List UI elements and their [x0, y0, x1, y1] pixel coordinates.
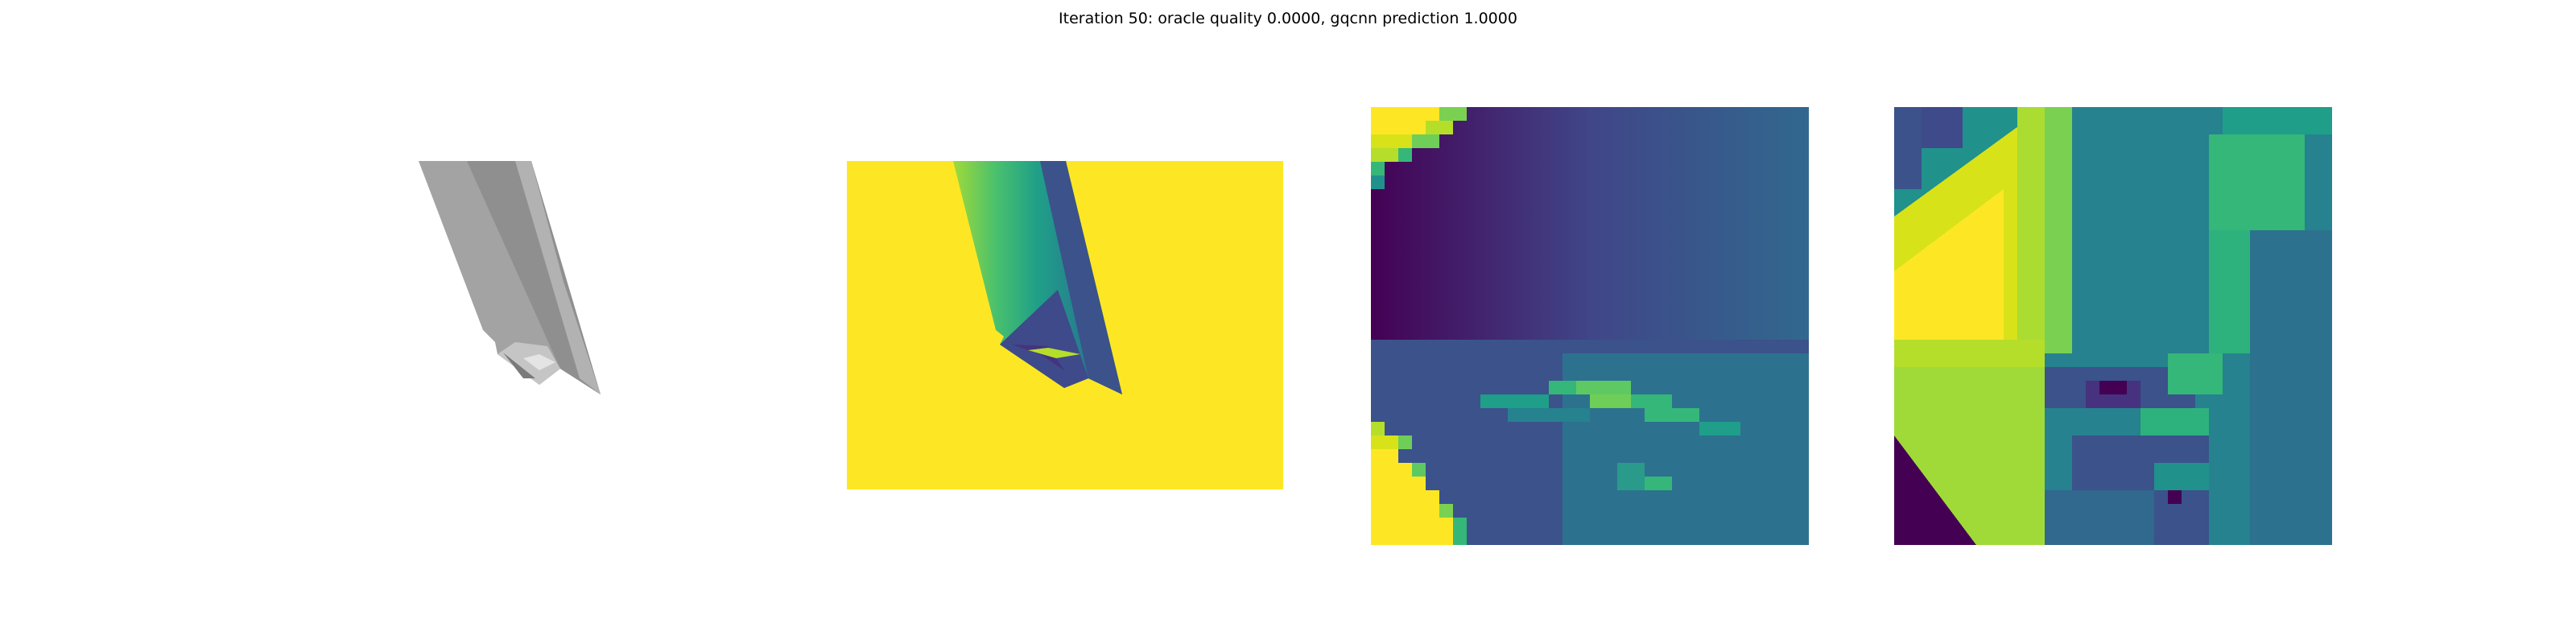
- feature-crop-panel: [1894, 107, 2332, 545]
- depth-image-panel: [847, 161, 1283, 489]
- feature-crop-image: [1894, 107, 2332, 545]
- rendered-object-image: [419, 161, 601, 394]
- depth-image: [847, 161, 1283, 489]
- figure-title: Iteration 50: oracle quality 0.0000, gqc…: [1059, 10, 1517, 27]
- rendered-object-panel: [419, 161, 660, 402]
- depth-crop-panel: [1371, 107, 1809, 545]
- depth-crop-image: [1371, 107, 1809, 545]
